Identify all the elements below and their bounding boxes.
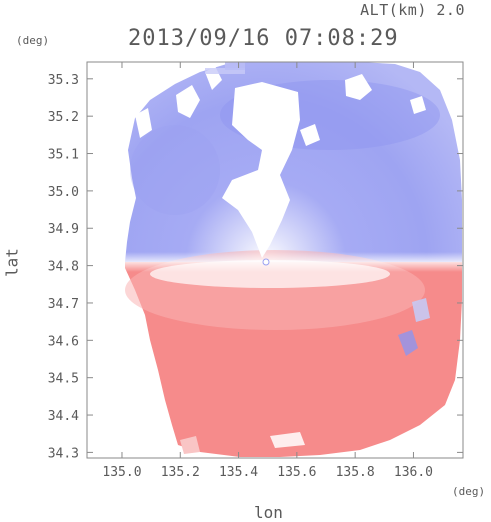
y-tick-label: 34.7	[48, 297, 79, 312]
y-tick-label: 35.1	[48, 148, 79, 163]
y-tick-label: 35.3	[48, 73, 79, 88]
y-tick-label: 35.2	[48, 110, 79, 125]
altitude-label: ALT(km) 2.0	[360, 1, 465, 19]
radar-data-field	[125, 62, 462, 457]
x-tick-label: 135.4	[219, 465, 258, 480]
x-tick-label: 135.6	[277, 465, 316, 480]
x-tick-label: 136.0	[394, 465, 433, 480]
y-tick-label: 34.8	[48, 260, 79, 275]
x-tick-label: 135.8	[336, 465, 375, 480]
plot-frame	[86, 61, 464, 459]
y-tick-label: 34.6	[48, 334, 79, 349]
x-axis-label: lon	[254, 503, 283, 522]
axis-ticks: 135.0 135.2 135.4 135.6 135.8 136.0 34.3 34.4 34…	[48, 62, 463, 480]
approaching-velocity-region	[125, 62, 462, 262]
timestamp-title: 2013/09/16 07:08:29	[128, 26, 399, 51]
y-tick-label: 34.9	[48, 222, 79, 237]
y-tick-label: 35.0	[48, 185, 79, 200]
radar-site-marker	[262, 258, 270, 266]
x-axis-unit: (deg)	[452, 485, 486, 498]
y-tick-label: 34.5	[48, 372, 79, 387]
y-axis-unit: (deg)	[16, 34, 50, 47]
y-tick-label: 34.3	[48, 446, 79, 461]
y-tick-label: 34.4	[48, 409, 79, 424]
x-tick-label: 135.0	[102, 465, 141, 480]
x-tick-label: 135.2	[161, 465, 200, 480]
no-echo-region	[222, 82, 300, 258]
